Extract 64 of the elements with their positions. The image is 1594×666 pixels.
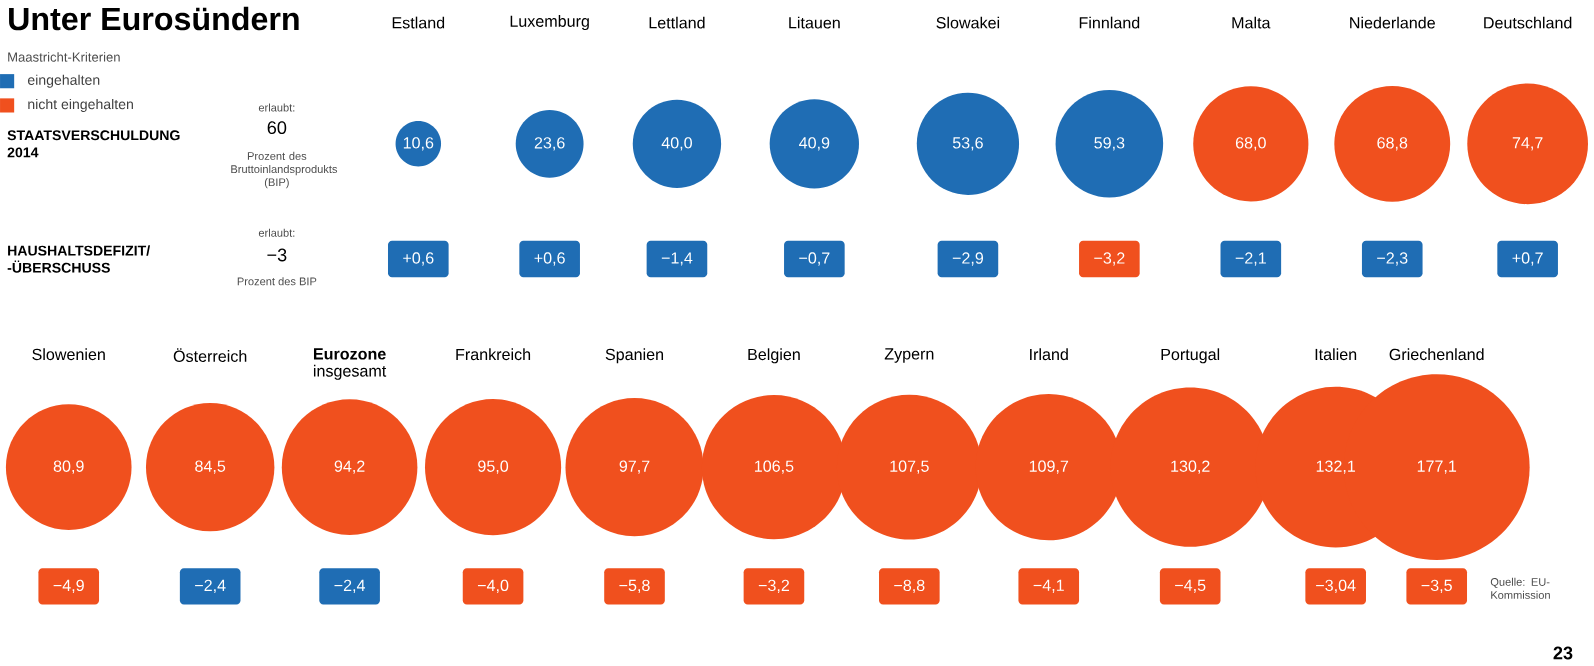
text: 23 bbox=[1553, 646, 1573, 660]
data-label: 106,5 bbox=[755, 460, 794, 474]
data-label: +0,6 bbox=[534, 252, 565, 266]
data-label: +0,7 bbox=[1512, 252, 1543, 266]
text: Unter Eurosündern bbox=[9, 6, 299, 31]
data-label: 177,1 bbox=[1417, 460, 1457, 474]
data-label: 53,6 bbox=[952, 137, 983, 151]
data-label: −4,0 bbox=[477, 579, 509, 593]
data-label: −3,04 bbox=[1316, 579, 1356, 593]
category-label: Lettland bbox=[649, 16, 705, 29]
data-label: 95,0 bbox=[478, 460, 509, 474]
category-label: Italien bbox=[1315, 348, 1357, 361]
data-label: −2,4 bbox=[334, 579, 366, 593]
data-label: −5,8 bbox=[619, 579, 650, 593]
data-label: −4,1 bbox=[1033, 579, 1064, 593]
data-label: 109,7 bbox=[1029, 460, 1069, 474]
category-label: Luxemburg bbox=[510, 15, 589, 31]
data-label: 107,5 bbox=[890, 460, 929, 474]
data-label: 132,1 bbox=[1316, 460, 1356, 474]
data-label: −2,1 bbox=[1235, 252, 1266, 266]
data-label: 59,3 bbox=[1094, 137, 1125, 151]
data-label: 94,2 bbox=[334, 460, 365, 474]
data-label: −3,2 bbox=[758, 579, 790, 593]
data-label: 84,5 bbox=[195, 460, 226, 474]
data-label: −3,2 bbox=[1094, 252, 1125, 266]
data-label: 40,0 bbox=[661, 137, 692, 151]
data-label: +0,6 bbox=[403, 252, 434, 266]
category-label: Slowenien bbox=[32, 348, 105, 361]
category-label: Finnland bbox=[1079, 16, 1140, 29]
category-label: Estland bbox=[392, 16, 445, 29]
data-label: −4,5 bbox=[1175, 579, 1206, 593]
category-label: Slowakei bbox=[936, 16, 1000, 29]
data-label: 68,8 bbox=[1377, 137, 1408, 151]
data-label: 74,7 bbox=[1512, 137, 1543, 151]
data-label: 68,0 bbox=[1235, 137, 1266, 151]
data-label: 130,2 bbox=[1171, 460, 1210, 474]
category-label: Portugal bbox=[1161, 348, 1220, 364]
category-label: Griechenland bbox=[1389, 348, 1484, 361]
category-label: Irland bbox=[1030, 348, 1068, 361]
category-label: Niederlande bbox=[1350, 16, 1435, 29]
data-label: −4,9 bbox=[53, 579, 84, 593]
category-label: Frankreich bbox=[456, 348, 531, 361]
category-label: Spanien bbox=[605, 348, 664, 364]
data-label: 10,6 bbox=[403, 137, 434, 151]
data-label: 23,6 bbox=[534, 137, 565, 151]
data-label: −3,5 bbox=[1421, 579, 1452, 593]
data-label: −8,8 bbox=[894, 579, 925, 593]
category-label: Österreich bbox=[173, 348, 247, 362]
data-label: −0,7 bbox=[799, 252, 830, 266]
category-label: Deutschland bbox=[1484, 16, 1572, 29]
data-label: 97,7 bbox=[619, 460, 650, 474]
category-label: Litauen bbox=[789, 16, 840, 29]
text: −3 bbox=[267, 248, 287, 262]
category-label: Malta bbox=[1232, 16, 1271, 29]
data-label: −2,3 bbox=[1377, 252, 1408, 266]
text: 60 bbox=[267, 121, 287, 135]
data-label: −2,4 bbox=[195, 579, 226, 593]
category-label: Belgien bbox=[748, 348, 800, 364]
data-label: −2,9 bbox=[952, 252, 984, 266]
data-label: 40,9 bbox=[799, 137, 830, 151]
data-label: −1,4 bbox=[661, 252, 693, 266]
category-label: Eurozone insgesamt bbox=[313, 348, 387, 380]
data-label: 80,9 bbox=[53, 460, 84, 474]
category-label: Zypern bbox=[884, 348, 934, 363]
